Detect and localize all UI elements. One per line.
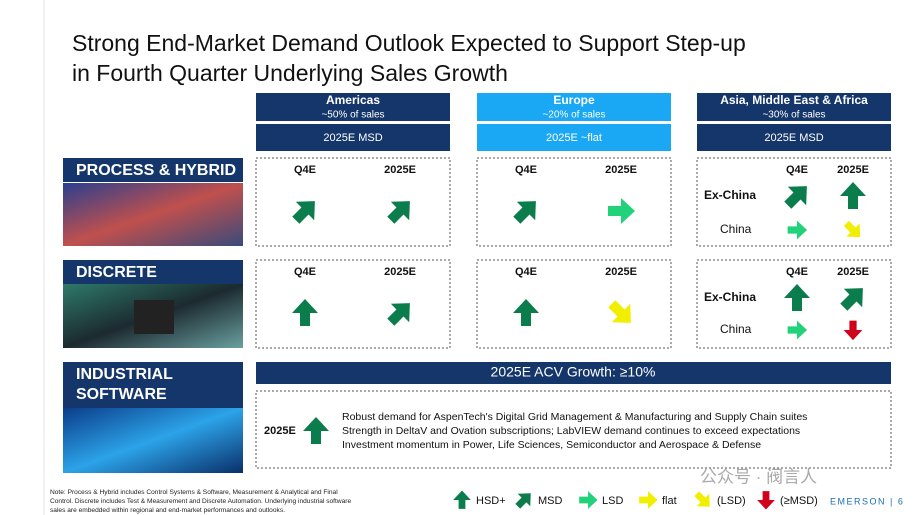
trend-arrow — [840, 182, 866, 209]
trend-arrow — [515, 493, 531, 509]
trend-arrow — [608, 198, 635, 224]
trend-arrow — [787, 220, 808, 240]
trend-arrow — [513, 299, 539, 326]
watermark: 公众号 · 阀言人 — [700, 467, 817, 486]
trend-arrow — [843, 320, 863, 341]
trend-arrow — [757, 491, 775, 510]
trend-arrow — [292, 201, 315, 224]
software-bullet: Strength in DeltaV and Ovation subscript… — [342, 425, 800, 437]
acv-banner — [256, 362, 891, 384]
period-label: 2025E — [384, 164, 416, 176]
segment-header — [63, 158, 243, 182]
legend-label: LSD — [602, 495, 623, 507]
period-label: Q4E — [786, 164, 808, 176]
segment-header — [63, 362, 243, 408]
cell-box — [255, 259, 451, 349]
region-outlook: 2025E ~flat — [546, 132, 602, 144]
trend-arrow — [784, 186, 807, 209]
region-outlook: 2025E MSD — [323, 132, 382, 144]
region-share: ~50% of sales — [321, 110, 384, 121]
trend-arrow — [579, 491, 598, 509]
legend-label: (≥MSD) — [780, 495, 818, 507]
software-image — [63, 408, 243, 473]
region-header — [477, 93, 671, 121]
region-share: ~30% of sales — [762, 110, 825, 121]
region-outlook: 2025E MSD — [764, 132, 823, 144]
trend-arrow — [387, 201, 410, 224]
segment-name: PROCESS & HYBRID — [76, 162, 236, 179]
region-header — [256, 93, 450, 121]
trend-arrow — [787, 320, 808, 340]
segment-name: DISCRETE — [76, 264, 157, 281]
slide-title: in Fourth Quarter Underlying Sales Growt… — [72, 60, 508, 86]
period-label: Q4E — [294, 164, 316, 176]
trend-arrow — [513, 201, 536, 224]
trend-arrow — [694, 491, 710, 507]
process-image — [63, 183, 243, 246]
region-outlook-box — [256, 124, 450, 151]
trend-arrow — [843, 220, 861, 238]
trend-arrow — [639, 491, 658, 509]
region-name: Europe — [553, 93, 595, 107]
region-name: Americas — [326, 93, 380, 107]
period-label: Q4E — [294, 266, 316, 278]
legend-label: HSD+ — [476, 495, 506, 507]
software-box — [255, 390, 892, 469]
footnote: Control. Discrete includes Test & Measur… — [50, 498, 351, 505]
period-label: 2025E — [837, 164, 869, 176]
period-label: Q4E — [515, 164, 537, 176]
period-label: Q4E — [515, 266, 537, 278]
period-label: 2025E — [605, 164, 637, 176]
trend-arrow — [303, 417, 329, 444]
row-label: China — [720, 222, 752, 236]
trend-arrow — [453, 490, 471, 509]
cell-box — [476, 157, 672, 247]
brand: EMERSON | 6 — [830, 496, 904, 506]
segment-header — [63, 260, 243, 284]
period-label: 2025E — [837, 266, 869, 278]
footnote: Note: Process & Hybrid includes Control … — [50, 489, 338, 496]
region-name: Asia, Middle East & Africa — [720, 93, 868, 107]
region-outlook-box — [477, 124, 671, 151]
chip — [134, 300, 174, 334]
region-header — [697, 93, 891, 121]
region-outlook-box — [697, 124, 891, 151]
software-bullet: Investment momentum in Power, Life Scien… — [342, 439, 761, 451]
software-bullet: Robust demand for AspenTech's Digital Gr… — [342, 411, 807, 423]
legend-label: (LSD) — [717, 495, 746, 507]
row-label: China — [720, 322, 752, 336]
slide-title: Strong End-Market Demand Outlook Expecte… — [72, 30, 746, 56]
trend-arrow — [784, 284, 810, 311]
legend-label: MSD — [538, 495, 563, 507]
period-label: Q4E — [786, 266, 808, 278]
region-share: ~20% of sales — [542, 110, 605, 121]
row-label: Ex-China — [704, 290, 756, 304]
segment-name: INDUSTRIAL — [76, 366, 173, 383]
segment-name: SOFTWARE — [76, 386, 167, 403]
software-period: 2025E — [264, 425, 296, 437]
cell-box — [476, 259, 672, 349]
trend-arrow — [292, 299, 318, 326]
acv-text: 2025E ACV Growth: ≥10% — [491, 364, 656, 380]
period-label: 2025E — [605, 266, 637, 278]
cell-box — [255, 157, 451, 247]
trend-arrow — [840, 288, 863, 311]
trend-arrow — [608, 300, 631, 323]
legend-label: flat — [662, 495, 677, 507]
footnote: sales are embedded within regional and e… — [50, 507, 285, 514]
period-label: 2025E — [384, 266, 416, 278]
row-label: Ex-China — [704, 188, 756, 202]
trend-arrow — [387, 303, 410, 326]
